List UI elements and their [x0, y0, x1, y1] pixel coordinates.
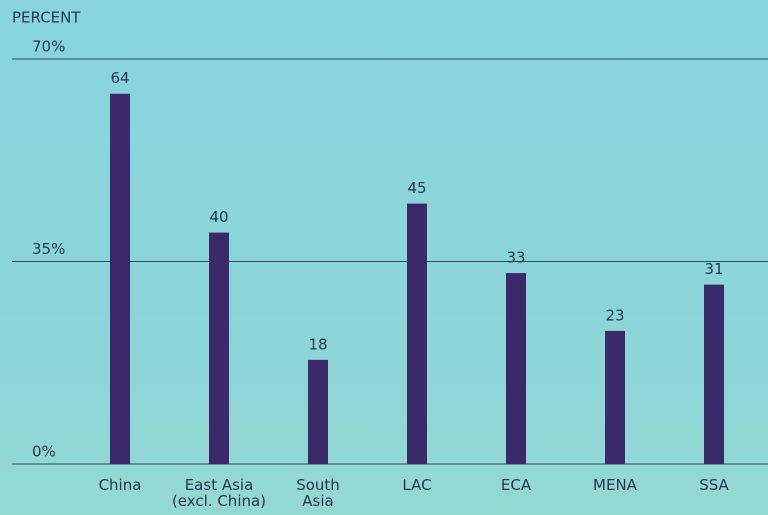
data-label: 23 [605, 306, 624, 324]
data-label: 18 [308, 335, 327, 353]
bar [704, 284, 724, 464]
data-label: 33 [506, 249, 525, 267]
y-tick-label: 35% [32, 240, 65, 258]
bar [209, 232, 229, 464]
x-tick-label: LAC [402, 476, 432, 494]
x-tick-label: MENA [593, 476, 637, 494]
data-label: 64 [110, 69, 129, 87]
x-tick-label: SSA [699, 476, 729, 494]
y-tick-label: 70% [32, 38, 65, 56]
data-label: 40 [209, 208, 228, 226]
x-tick-label: East Asia (excl. China) [171, 476, 267, 510]
x-tick-label: China [98, 476, 142, 494]
x-tick-label: South Asia [296, 476, 340, 510]
data-label: 31 [704, 260, 723, 278]
bar [506, 273, 526, 464]
bar [110, 93, 130, 464]
x-tick-label: ECA [500, 476, 532, 494]
y-tick-label: 0% [32, 443, 56, 461]
bar [308, 359, 328, 464]
bar [407, 203, 427, 464]
y-axis-label: PERCENT [12, 9, 81, 27]
data-label: 45 [407, 179, 426, 197]
bar [605, 330, 625, 464]
